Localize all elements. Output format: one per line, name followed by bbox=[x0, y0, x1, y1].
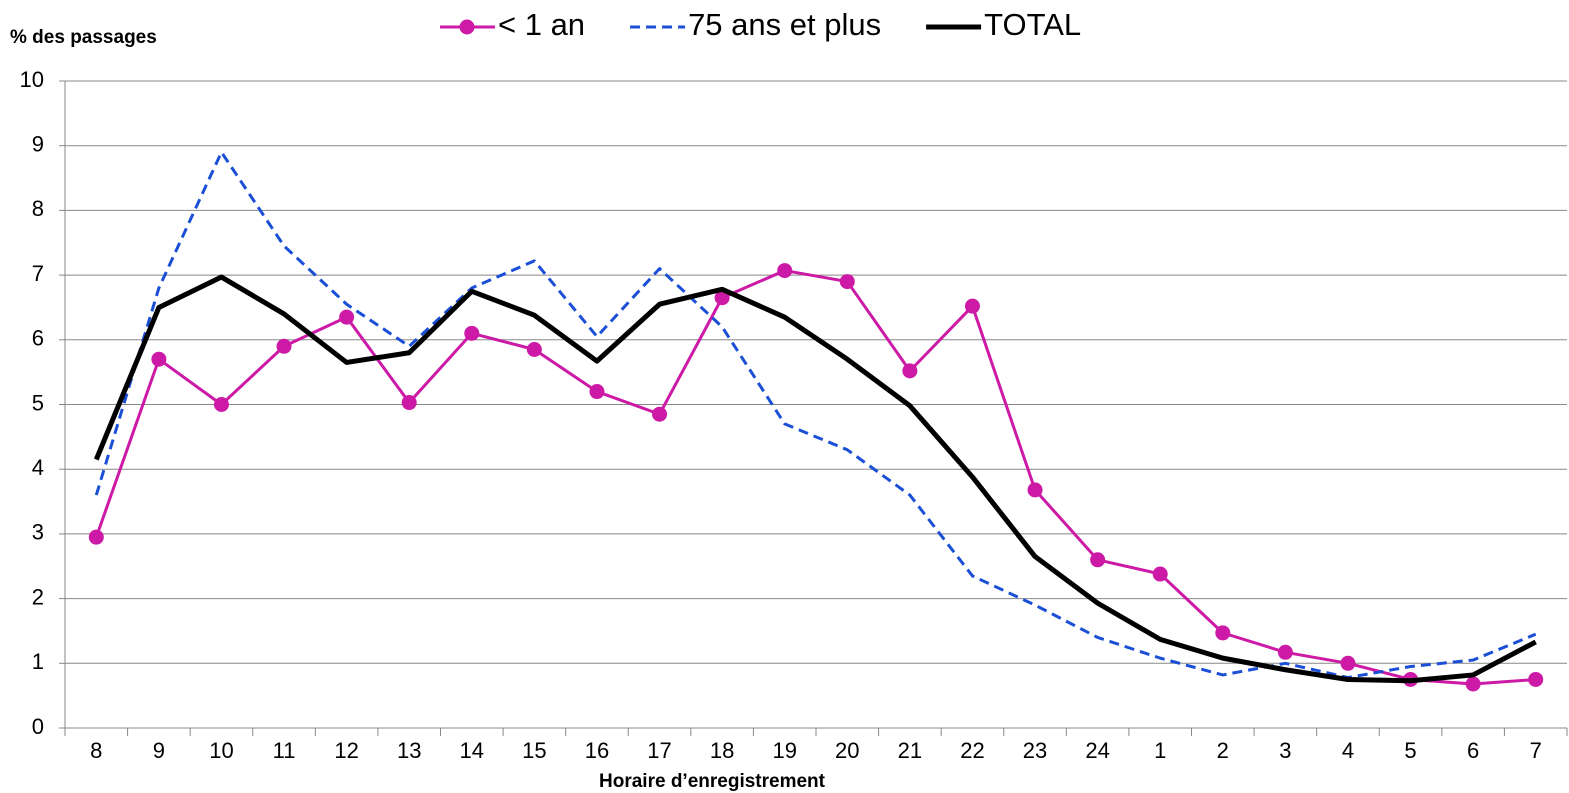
data-point bbox=[213, 397, 229, 412]
series-line bbox=[94, 269, 1536, 686]
series-line bbox=[94, 150, 1537, 680]
data-point bbox=[1465, 676, 1481, 692]
legend-label: 75 ans et plus bbox=[688, 7, 881, 42]
data-point bbox=[652, 406, 668, 422]
y-tick-label: 0 bbox=[32, 714, 44, 739]
x-tick-label: 14 bbox=[460, 738, 484, 763]
data-point bbox=[401, 395, 417, 411]
data-point bbox=[1152, 566, 1168, 582]
x-tick-label: 8 bbox=[90, 738, 102, 763]
y-tick-label: 7 bbox=[32, 261, 44, 286]
y-tick-label: 6 bbox=[32, 326, 44, 351]
x-tick-label: 13 bbox=[397, 738, 421, 763]
x-tick-label: 15 bbox=[522, 738, 546, 763]
x-tick-label: 16 bbox=[585, 738, 609, 763]
data-point bbox=[1528, 671, 1544, 687]
data-point bbox=[589, 384, 605, 400]
x-axis-label: Horaire d’enregistrement bbox=[599, 771, 826, 792]
data-point bbox=[339, 309, 355, 325]
y-axis-label: % des passages bbox=[10, 27, 157, 48]
x-tick-label: 24 bbox=[1085, 738, 1109, 763]
y-tick-label: 2 bbox=[32, 584, 44, 609]
data-point bbox=[839, 274, 855, 290]
data-point bbox=[1277, 644, 1293, 660]
x-tick-label: 9 bbox=[153, 738, 165, 763]
x-tick-label: 21 bbox=[898, 738, 922, 763]
y-tick-label: 1 bbox=[32, 649, 44, 674]
x-tick-label: 10 bbox=[209, 738, 233, 763]
legend-marker bbox=[459, 19, 475, 35]
y-tick-label: 4 bbox=[32, 455, 44, 480]
x-tick-label: 1 bbox=[1154, 738, 1166, 763]
x-tick-label: 12 bbox=[334, 738, 358, 763]
data-point bbox=[964, 298, 980, 314]
data-point bbox=[1027, 482, 1043, 498]
x-tick-label: 4 bbox=[1342, 738, 1354, 763]
series-line bbox=[93, 274, 1537, 684]
x-tick-label: 2 bbox=[1217, 738, 1229, 763]
y-tick-label: 5 bbox=[32, 390, 44, 415]
data-point bbox=[464, 325, 480, 341]
data-point bbox=[714, 290, 730, 306]
x-tick-label: 22 bbox=[960, 738, 984, 763]
data-point bbox=[276, 338, 292, 354]
data-point bbox=[1215, 625, 1231, 641]
y-tick-label: 9 bbox=[32, 132, 44, 157]
legend-label: TOTAL bbox=[984, 7, 1081, 42]
y-tick-label: 8 bbox=[32, 196, 44, 221]
data-point bbox=[526, 342, 542, 358]
data-point bbox=[777, 263, 793, 279]
x-tick-label: 19 bbox=[772, 738, 796, 763]
x-tick-label: 6 bbox=[1467, 738, 1479, 763]
data-point bbox=[902, 363, 918, 379]
y-tick-label: 10 bbox=[20, 67, 44, 92]
x-tick-label: 11 bbox=[273, 738, 296, 763]
y-tick-label: 3 bbox=[32, 520, 44, 545]
x-tick-label: 23 bbox=[1023, 738, 1047, 763]
data-point bbox=[1090, 552, 1106, 568]
data-point bbox=[88, 529, 104, 545]
x-tick-label: 18 bbox=[710, 738, 734, 763]
x-tick-label: 17 bbox=[647, 738, 671, 763]
x-tick-label: 5 bbox=[1404, 738, 1416, 763]
x-tick-label: 3 bbox=[1279, 738, 1291, 763]
x-tick-label: 20 bbox=[835, 738, 859, 763]
data-point bbox=[151, 351, 167, 367]
legend-label: < 1 an bbox=[498, 7, 585, 42]
data-point bbox=[1340, 655, 1356, 671]
x-tick-label: 7 bbox=[1530, 738, 1542, 763]
